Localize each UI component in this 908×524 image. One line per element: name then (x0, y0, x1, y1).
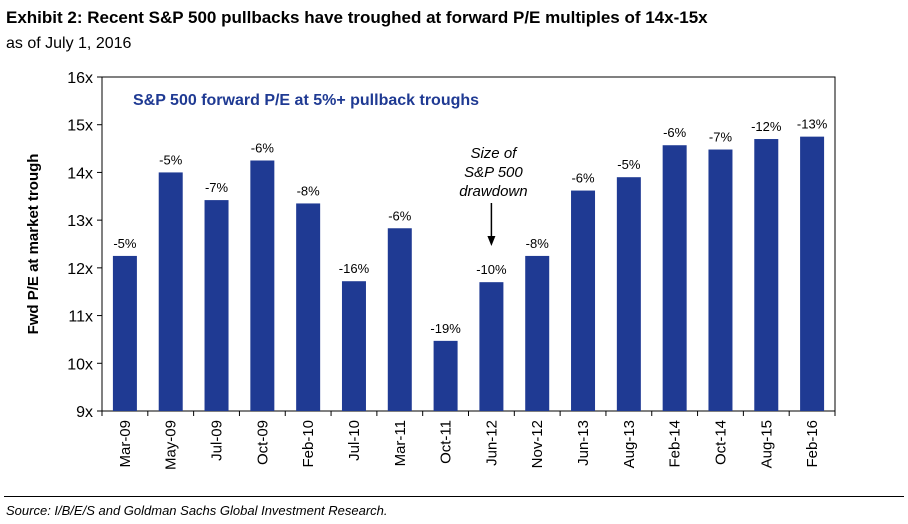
bar (296, 203, 321, 411)
annotation-text: S&P 500 (464, 164, 523, 181)
x-tick-label: Jun-12 (483, 420, 500, 466)
x-tick-label: Aug-13 (621, 420, 638, 468)
x-tick-label: Feb-16 (804, 420, 821, 468)
y-tick-label: 12x (67, 261, 93, 278)
exhibit-title: Exhibit 2: Recent S&P 500 pullbacks have… (6, 8, 708, 27)
y-tick-label: 9x (76, 404, 93, 421)
drawdown-annotation: Size of S&P 500 drawdown (459, 145, 528, 246)
bar (479, 282, 504, 411)
data-label: -6% (571, 171, 595, 186)
data-label: -5% (159, 152, 183, 167)
bar (158, 172, 183, 411)
x-tick-label: Oct-11 (438, 420, 455, 464)
footer-rule (4, 496, 904, 497)
source-note: Source: I/B/E/S and Goldman Sachs Global… (6, 503, 388, 518)
data-labels-group: -5% -5% -7% -6% -8% -16% -6% -19% -10% -8% -6% -5% -… (113, 117, 827, 336)
y-tick-label: 10x (67, 356, 93, 373)
chart-title: S&P 500 forward P/E at 5%+ pullback trou… (133, 92, 479, 109)
data-label: -6% (251, 141, 275, 156)
annotation-text: Size of (470, 145, 518, 162)
annotation-text: drawdown (459, 183, 527, 200)
bar (112, 255, 137, 411)
bar (341, 281, 366, 411)
bar (754, 139, 779, 411)
bar (708, 149, 733, 412)
data-label: -10% (476, 262, 507, 277)
data-label: -6% (388, 208, 412, 223)
x-tick-label: Oct-09 (254, 420, 271, 465)
data-label: -5% (113, 236, 137, 251)
bars-group (112, 136, 825, 412)
data-label: -19% (430, 321, 461, 336)
x-tick-label: Jul-10 (346, 420, 363, 461)
annotation-arrow-head (487, 236, 496, 246)
x-tick-label: Jun-13 (575, 420, 592, 466)
bar (387, 228, 412, 411)
data-label: -5% (617, 157, 641, 172)
x-tick-label: Mar-11 (392, 420, 409, 466)
x-tick-label: Nov-12 (529, 420, 546, 468)
data-label: -6% (663, 125, 687, 140)
bar (571, 190, 596, 411)
data-label: -7% (205, 180, 229, 195)
y-axis-label: Fwd P/E at market trough (25, 154, 42, 335)
x-tick-label: Feb-10 (300, 420, 317, 468)
x-axis: Mar-09 May-09 Jul-09 Oct-09 Feb-10 Jul-10 Mar-… (101, 411, 836, 470)
data-label: -8% (526, 236, 550, 251)
y-tick-label: 16x (67, 70, 93, 87)
y-tick-label: 13x (67, 213, 93, 230)
data-label: -7% (709, 130, 733, 145)
bar (525, 255, 550, 411)
bar (250, 160, 275, 411)
x-tick-label: Oct-14 (712, 420, 729, 465)
x-tick-label: Mar-09 (117, 420, 134, 468)
data-label: -8% (297, 183, 321, 198)
bar (433, 340, 458, 411)
x-tick-label: May-09 (163, 420, 180, 470)
y-axis: 9x 10x 11x 12x 13x 14x 15x 16x (67, 70, 102, 421)
data-label: -13% (797, 117, 828, 132)
y-tick-label: 11x (68, 309, 93, 326)
data-label: -12% (751, 119, 782, 134)
y-tick-label: 14x (67, 165, 93, 182)
data-label: -16% (339, 261, 370, 276)
bar (662, 145, 687, 411)
y-tick-label: 15x (67, 118, 93, 135)
bar (616, 177, 641, 411)
exhibit-subtitle: as of July 1, 2016 (6, 35, 132, 52)
x-tick-label: Aug-15 (758, 420, 775, 468)
bar (800, 136, 825, 411)
bar (204, 200, 229, 411)
x-tick-label: Jul-09 (209, 420, 226, 461)
x-tick-label: Feb-14 (667, 420, 684, 468)
